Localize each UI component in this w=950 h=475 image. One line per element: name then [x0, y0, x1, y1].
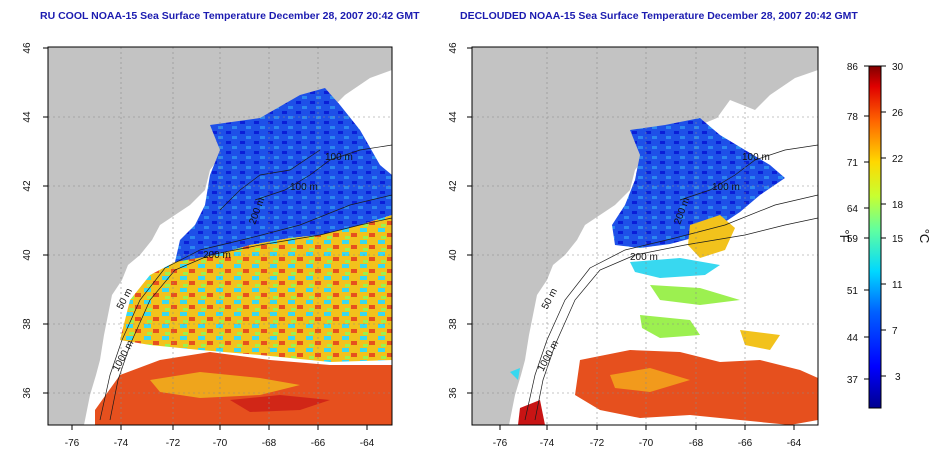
right-graticule — [472, 47, 818, 425]
left-ytick-label: 46 — [22, 42, 33, 54]
right-ytick-label: 36 — [448, 387, 459, 399]
right-contour-label: 100 m — [712, 182, 740, 193]
right-sst-hot-corner — [518, 400, 545, 425]
right-ytick-label: 42 — [448, 180, 459, 192]
colorbar-gradient — [868, 65, 882, 409]
left-xtick-label: -70 — [213, 438, 228, 449]
left-map-panel: 100 m 100 m 200 m 50 m 1000 m 200 m -76 … — [22, 42, 393, 449]
colorbar-c-label: 11 — [892, 280, 903, 291]
right-ytick-label: 38 — [448, 318, 459, 330]
colorbar-f-label: 64 — [847, 204, 859, 215]
right-sst-patch — [740, 330, 780, 350]
right-xtick-label: -76 — [493, 438, 508, 449]
colorbar-f-label: 37 — [847, 375, 859, 386]
right-xtick-label: -68 — [689, 438, 704, 449]
colorbar-c-label: 30 — [892, 62, 904, 73]
left-graticule — [48, 47, 392, 425]
right-xtick-label: -70 — [639, 438, 654, 449]
right-contour-label: 100 m — [742, 152, 770, 163]
colorbar-celsius-unit: °C — [917, 229, 932, 244]
colorbar-c-label: 22 — [892, 154, 904, 165]
left-land-coast — [48, 47, 392, 425]
left-ytick-label: 36 — [22, 387, 33, 399]
colorbar-c-label: 18 — [892, 200, 904, 211]
right-sst-cold-shelf — [612, 118, 785, 248]
left-contour-label: 100 m — [325, 152, 353, 163]
right-map-panel: 100 m 100 m 200 m 50 m 1000 m 200 m -76 … — [448, 42, 819, 449]
colorbar-ticks — [864, 65, 886, 380]
left-xtick-label: -72 — [166, 438, 181, 449]
right-xtick-label: -74 — [540, 438, 555, 449]
colorbar-c-label: 26 — [892, 108, 904, 119]
left-ytick-label: 38 — [22, 318, 33, 330]
left-axis-ticks — [43, 47, 368, 430]
colorbar-fahrenheit-unit: °F — [837, 229, 852, 242]
colorbar-f-label: 78 — [847, 112, 859, 123]
colorbar-f-label: 44 — [847, 333, 859, 344]
right-contour-label: 200 m — [630, 252, 658, 263]
right-sst-gulfstream — [575, 350, 818, 425]
left-sst-warm-slope — [120, 215, 392, 362]
right-sst-patch — [640, 315, 700, 338]
left-bathymetry-contours — [99, 144, 392, 421]
colorbar-f-label: 86 — [847, 62, 859, 73]
colorbar: 86 78 71 64 59 51 44 37 30 26 22 18 15 1… — [837, 62, 932, 409]
right-land-coast — [472, 47, 818, 425]
right-axis-ticks — [467, 47, 795, 430]
left-xtick-label: -76 — [65, 438, 80, 449]
right-map-frame — [471, 46, 819, 426]
right-ytick-label: 46 — [448, 42, 459, 54]
right-xtick-label: -64 — [787, 438, 802, 449]
left-xtick-label: -66 — [311, 438, 326, 449]
colorbar-f-label: 51 — [847, 286, 859, 297]
right-sst-fleck — [510, 368, 520, 380]
left-contour-label: 100 m — [290, 182, 318, 193]
right-sst-band — [630, 258, 720, 278]
right-panel-title: DECLOUDED NOAA-15 Sea Surface Temperatur… — [460, 10, 858, 22]
left-panel-title: RU COOL NOAA-15 Sea Surface Temperature … — [40, 10, 420, 22]
right-xtick-label: -72 — [590, 438, 605, 449]
left-xtick-label: -74 — [114, 438, 129, 449]
left-xtick-label: -68 — [262, 438, 277, 449]
right-sst-swirl — [610, 368, 690, 392]
left-ytick-label: 40 — [22, 249, 33, 261]
left-sst-hot-core — [230, 395, 330, 412]
right-xtick-label: -66 — [738, 438, 753, 449]
colorbar-f-label: 71 — [847, 158, 859, 169]
left-xtick-label: -64 — [360, 438, 375, 449]
left-sst-warm-swirl — [150, 372, 300, 398]
colorbar-c-label: 15 — [892, 234, 904, 245]
left-ytick-label: 42 — [22, 180, 33, 192]
right-sst-band — [650, 285, 740, 305]
colorbar-f-label: 59 — [847, 234, 859, 245]
colorbar-c-label: 7 — [892, 326, 898, 337]
left-contour-label: 200 m — [203, 250, 231, 261]
right-ytick-label: 40 — [448, 249, 459, 261]
colorbar-c-label: 3 — [895, 372, 901, 383]
right-ytick-label: 44 — [448, 111, 459, 123]
left-ytick-label: 44 — [22, 111, 33, 123]
left-sst-cold-shelf — [175, 88, 392, 265]
